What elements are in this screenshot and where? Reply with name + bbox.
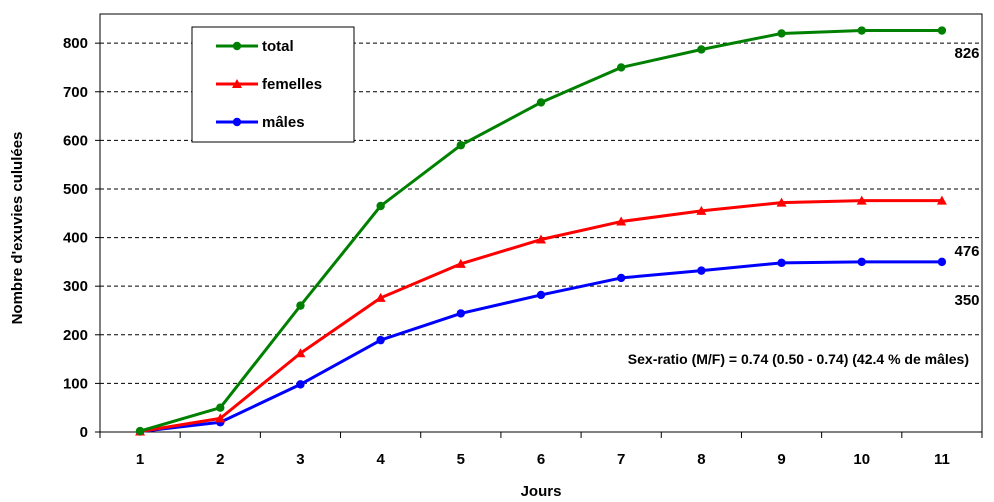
y-tick-label: 400 xyxy=(63,230,88,247)
legend-item-femelles: femelles xyxy=(216,76,322,93)
data-point xyxy=(376,201,385,211)
data-point xyxy=(777,29,786,38)
x-tick-label: 6 xyxy=(537,451,545,468)
data-point xyxy=(857,26,866,35)
x-tick-label: 2 xyxy=(216,451,224,468)
y-tick-label: 0 xyxy=(80,424,88,441)
data-point xyxy=(296,380,305,389)
y-tick-label: 500 xyxy=(63,181,88,198)
x-tick-label: 11 xyxy=(934,451,950,468)
y-tick-label: 700 xyxy=(63,84,88,101)
end-label-femelles: 476 xyxy=(954,243,979,260)
legend-label: mâles xyxy=(262,114,305,131)
y-tick-label: 300 xyxy=(63,278,88,295)
legend-item-males: mâles xyxy=(216,114,305,131)
axes: 0 100 200 300 400 500 600 700 800 1 2 3 4 5 6 7 8 9 10 11 xyxy=(63,13,983,468)
data-point xyxy=(856,195,867,205)
data-point xyxy=(375,292,386,302)
legend: total femelles mâles xyxy=(191,26,355,143)
legend-item-total: total xyxy=(216,38,294,55)
sex-ratio-annotation: Sex-ratio (M/F) = 0.74 (0.50 - 0.74) (42… xyxy=(628,351,969,367)
data-point xyxy=(776,197,787,207)
data-point xyxy=(295,348,306,358)
x-tick-label: 3 xyxy=(296,451,304,468)
data-point xyxy=(455,258,466,268)
data-point xyxy=(376,335,385,345)
x-tick-label: 9 xyxy=(777,451,785,468)
series-femelles xyxy=(135,195,947,436)
legend-label: total xyxy=(262,38,294,55)
data-point xyxy=(215,413,226,423)
data-point xyxy=(937,26,947,35)
end-label-total: 826 xyxy=(954,45,979,62)
data-point xyxy=(456,309,466,318)
x-tick-label: 1 xyxy=(136,451,144,468)
x-tick-label: 5 xyxy=(457,451,465,468)
end-label-males: 350 xyxy=(954,292,979,309)
series-group xyxy=(135,26,947,436)
x-tick-label: 4 xyxy=(376,451,385,468)
data-point xyxy=(536,98,546,107)
data-point xyxy=(937,257,947,267)
y-tick-label: 800 xyxy=(63,35,88,52)
x-axis-label: Jours xyxy=(521,483,562,500)
data-point xyxy=(216,403,225,412)
data-point xyxy=(857,257,866,267)
series-males xyxy=(135,257,947,436)
legend-label: femelles xyxy=(262,76,322,93)
data-point xyxy=(296,301,305,310)
data-point xyxy=(697,45,706,54)
y-tick-label: 200 xyxy=(63,327,88,344)
x-tick-label: 10 xyxy=(853,451,870,468)
x-tick-label: 7 xyxy=(617,451,625,468)
x-tick-label: 8 xyxy=(697,451,705,468)
y-axis-label: Nombre d'exuvies cululées xyxy=(9,132,26,325)
data-point xyxy=(777,258,786,268)
legend-marker xyxy=(232,41,242,51)
data-point xyxy=(135,426,145,436)
y-tick-label: 600 xyxy=(63,132,88,149)
y-tick-label: 100 xyxy=(63,375,88,392)
data-point xyxy=(536,290,546,300)
series-total xyxy=(135,26,947,436)
data-point xyxy=(616,63,626,72)
data-point xyxy=(697,266,706,275)
legend-marker xyxy=(232,79,242,88)
legend-marker xyxy=(232,117,242,127)
data-point xyxy=(456,141,466,150)
data-point xyxy=(936,195,947,205)
plot-frame xyxy=(99,13,983,433)
data-point xyxy=(616,273,626,283)
data-point xyxy=(536,234,546,244)
series-line xyxy=(139,260,942,434)
data-point xyxy=(616,216,627,226)
data-point xyxy=(696,205,707,215)
